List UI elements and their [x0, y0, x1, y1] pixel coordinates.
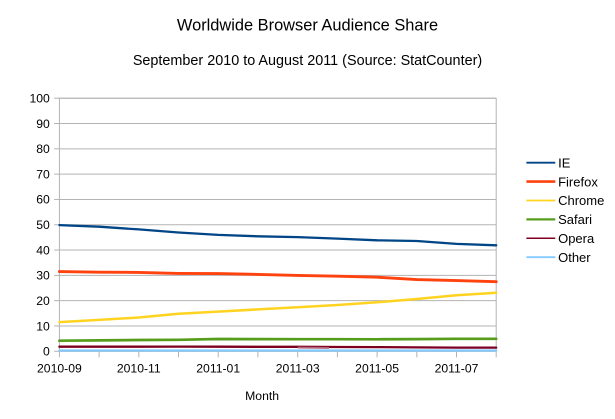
svg-text:70: 70: [36, 167, 50, 181]
svg-text:100: 100: [29, 92, 50, 106]
svg-text:Month: Month: [245, 389, 279, 403]
svg-text:20: 20: [36, 294, 50, 308]
svg-text:IE: IE: [558, 155, 571, 170]
svg-text:80: 80: [36, 142, 50, 156]
svg-text:2011-05: 2011-05: [355, 362, 399, 376]
svg-text:0: 0: [43, 345, 50, 359]
svg-text:Chrome: Chrome: [558, 193, 604, 208]
svg-text:30: 30: [36, 269, 50, 283]
svg-text:2011-07: 2011-07: [435, 362, 479, 376]
svg-text:Safari: Safari: [558, 212, 592, 227]
svg-text:10: 10: [36, 319, 50, 333]
svg-text:Other: Other: [558, 250, 591, 265]
svg-text:60: 60: [36, 193, 50, 207]
svg-text:50: 50: [36, 218, 50, 232]
svg-text:2010-11: 2010-11: [117, 362, 161, 376]
svg-text:90: 90: [36, 117, 50, 131]
svg-text:2010-09: 2010-09: [37, 362, 82, 376]
svg-text:Firefox: Firefox: [558, 174, 598, 189]
svg-text:Worldwide Browser Audience Sha: Worldwide Browser Audience Share: [177, 17, 438, 35]
svg-text:September 2010 to August 2011: September 2010 to August 2011 (Source: S…: [133, 53, 482, 69]
svg-text:2011-01: 2011-01: [196, 362, 240, 376]
svg-text:Opera: Opera: [558, 231, 595, 246]
svg-text:2011-03: 2011-03: [276, 362, 320, 376]
svg-text:40: 40: [36, 243, 50, 257]
